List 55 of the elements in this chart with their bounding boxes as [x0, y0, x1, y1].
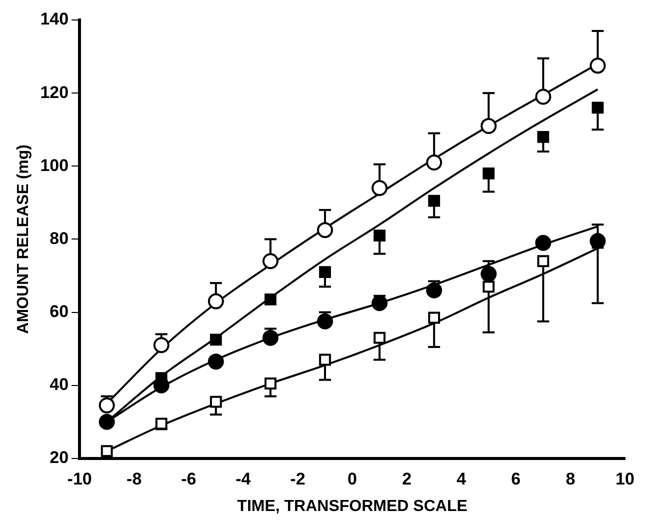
- y-tick-label: 60: [50, 302, 69, 321]
- point: [100, 445, 113, 458]
- point: [208, 354, 224, 370]
- point: [155, 418, 168, 430]
- point: [537, 130, 550, 143]
- point: [480, 118, 497, 134]
- x-axis-title: TIME, TRANSFORMED SCALE: [237, 498, 468, 515]
- x-tick-label: -8: [126, 469, 142, 488]
- point: [372, 295, 388, 312]
- point: [153, 337, 170, 354]
- point: [480, 266, 497, 282]
- point: [317, 313, 334, 330]
- point: [317, 222, 334, 238]
- point: [426, 154, 442, 170]
- point: [535, 88, 552, 105]
- point: [262, 253, 278, 270]
- point: [537, 255, 550, 268]
- point: [482, 167, 495, 180]
- y-axis-title: AMOUNT RELEASE (mg): [15, 144, 32, 334]
- x-tick-label: 2: [402, 469, 412, 488]
- point: [592, 102, 604, 114]
- point: [210, 396, 222, 408]
- point: [590, 233, 606, 250]
- point: [428, 194, 440, 207]
- y-tick-label: 100: [40, 156, 69, 175]
- point: [264, 294, 276, 306]
- y-tick-label: 80: [50, 228, 69, 248]
- point: [208, 293, 224, 310]
- x-tick-label: -2: [290, 469, 306, 488]
- point: [98, 414, 115, 430]
- point: [262, 330, 278, 346]
- x-tick-label: 8: [566, 469, 576, 488]
- point: [210, 334, 222, 346]
- point: [426, 282, 442, 298]
- point: [374, 332, 386, 344]
- point: [319, 354, 331, 366]
- x-tick-label: 6: [511, 469, 521, 488]
- x-tick-label: -6: [181, 469, 196, 488]
- point: [535, 234, 552, 251]
- point: [374, 230, 386, 242]
- point: [372, 180, 388, 196]
- point: [428, 312, 440, 324]
- point: [319, 266, 331, 278]
- x-tick-label: 10: [616, 469, 634, 488]
- y-tick-label: 120: [40, 82, 69, 102]
- y-tick-label: 40: [50, 375, 69, 394]
- x-tick-label: -4: [236, 469, 252, 488]
- x-tick-label: -10: [67, 469, 92, 488]
- point: [264, 378, 276, 390]
- y-tick-label: 20: [50, 448, 69, 468]
- x-tick-label: 0: [348, 469, 358, 488]
- point: [482, 280, 495, 293]
- x-tick-label: 4: [456, 469, 467, 488]
- point: [590, 58, 606, 74]
- y-tick-label: 140: [40, 10, 69, 29]
